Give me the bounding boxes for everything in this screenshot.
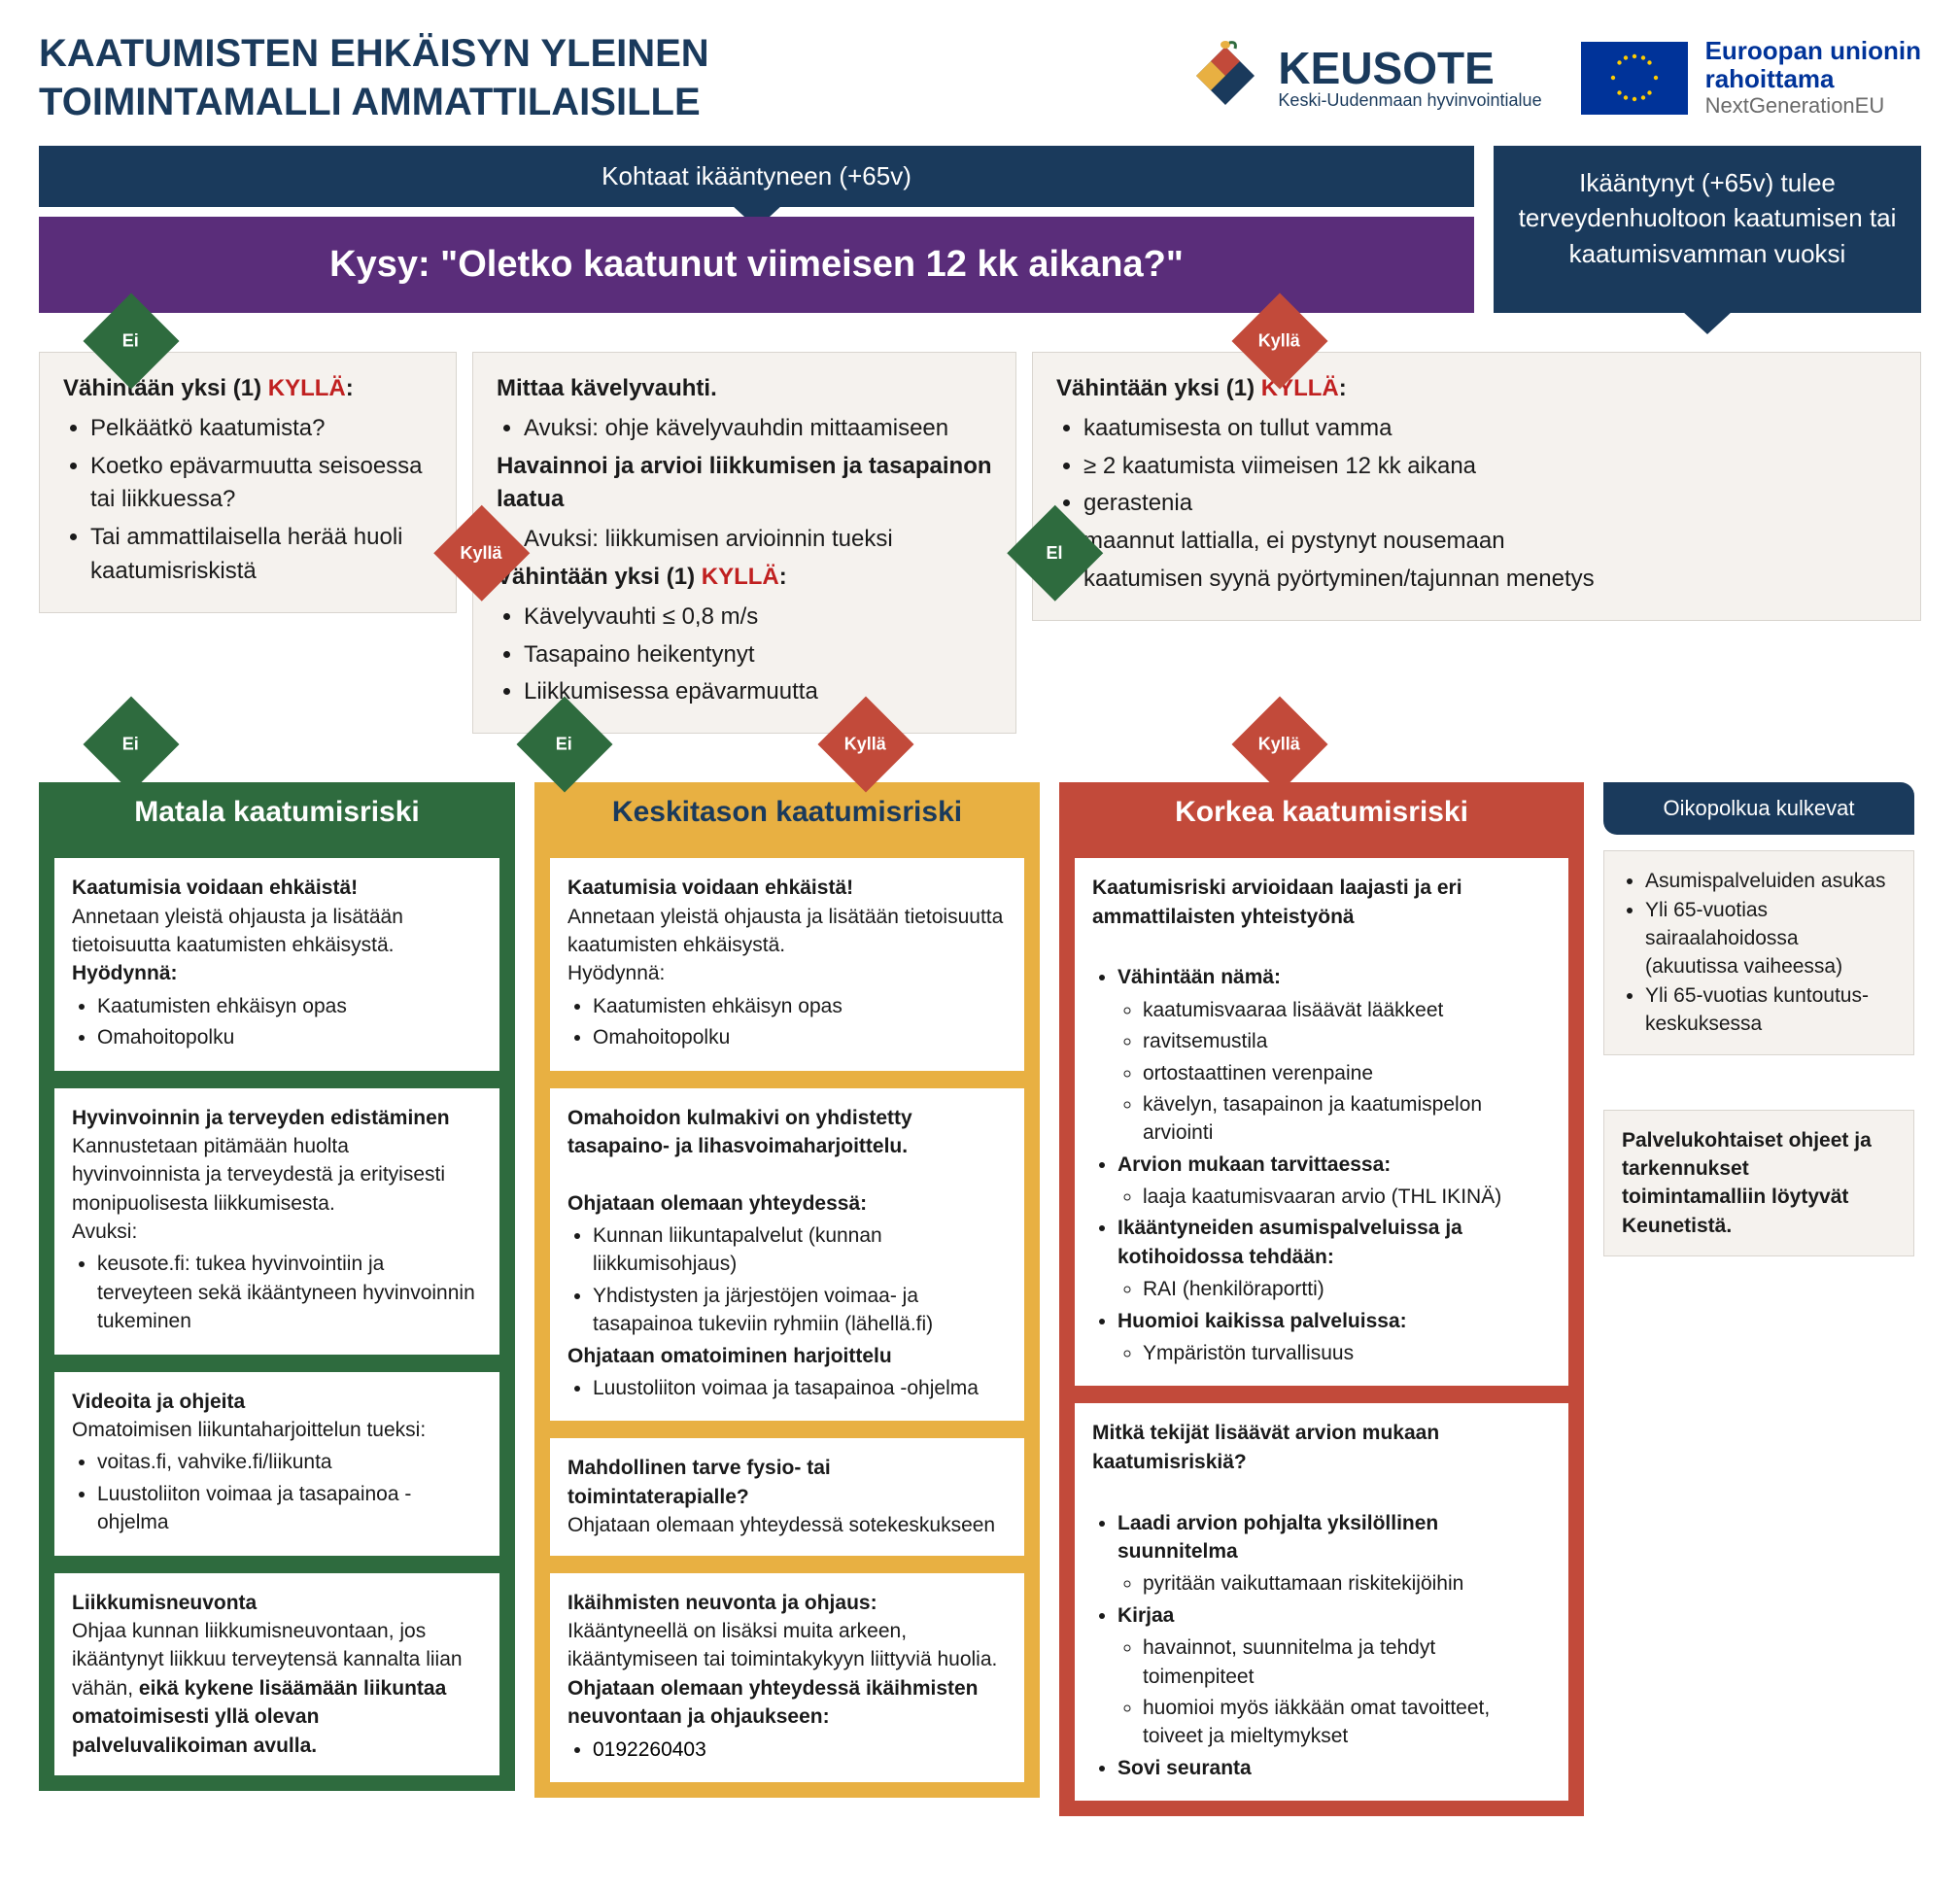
list-item: Luustoliiton voimaa ja tasapainoa -ohjel… [97, 1480, 482, 1537]
gait-assessment-box: Mittaa kävelyvauhti. Avuksi: ohje kävely… [472, 352, 1016, 734]
list-item: Yhdistysten ja järjestöjen voimaa- ja ta… [593, 1282, 1007, 1339]
list-item: ravitsemustila [1143, 1027, 1551, 1055]
list-item: Liikkumisessa epävarmuutta [524, 675, 992, 709]
low-risk-header: Matala kaatumisriski [39, 782, 515, 842]
healthcare-entry-box: Ikääntynyt (+65v) tulee terveydenhuoltoo… [1494, 146, 1921, 313]
list-item: Tasapaino heikentynyt [524, 638, 992, 672]
mid-risk-header: Keskitason kaatumisriski [534, 782, 1040, 842]
list-item: kävelyn, tasapainon ja kaatumispelon arv… [1143, 1090, 1551, 1148]
list-item: Tai ammattilaisella herää huoli kaatumis… [90, 521, 432, 589]
shortcut-list: Asumispalveluiden asukas Yli 65-vuotias … [1603, 850, 1914, 1054]
list-item: Yli 65-vuotias sairaalahoidossa (akuutis… [1645, 896, 1896, 981]
list-item: keusote.fi: tukea hyvinvointiin ja terve… [97, 1250, 482, 1335]
arrow-down-icon [1682, 311, 1733, 334]
eu-funded-line1b: rahoittama [1705, 65, 1921, 93]
keusote-logo: KEUSOTE Keski-Uudenmaan hyvinvointialue [1186, 39, 1541, 117]
eu-funded-line2: NextGenerationEU [1705, 93, 1921, 119]
low-card-2: Hyvinvoinnin ja terveyden edistäminen Ka… [52, 1086, 501, 1357]
keunet-note: Palvelukohtaiset ohjeet ja tarkennukset … [1603, 1110, 1914, 1257]
list-item: Omahoitopolku [97, 1023, 482, 1051]
gait-line3: Vähintään yksi (1) [497, 564, 702, 590]
list-item: Koetko epävarmuutta seisoessa tai liikku… [90, 450, 432, 518]
risk-row: Matala kaatumisriski Kaatumisia voidaan … [39, 782, 1921, 1816]
list-item: Kaatumisten ehkäisyn opas [593, 992, 1007, 1020]
list-item: RAI (henkilöraportti) [1143, 1275, 1551, 1303]
list-item: Yli 65-vuotias kuntoutus-keskuksessa [1645, 981, 1896, 1039]
list-item: havainnot, suunnitelma ja tehdyt toimenp… [1143, 1633, 1551, 1691]
screening-left-box: Vähintään yksi (1) KYLLÄ: Pelkäätkö kaat… [39, 352, 457, 613]
mid-card-3: Mahdollinen tarve fysio- tai toimintater… [548, 1436, 1026, 1557]
list-item: kaatumisen syynä pyörtyminen/tajunnan me… [1083, 563, 1897, 597]
low-risk-column: Matala kaatumisriski Kaatumisia voidaan … [39, 782, 515, 1791]
screening-left-title: Vähintään yksi (1) [63, 375, 268, 401]
encounter-box: Kohtaat ikääntyneen (+65v) [39, 146, 1474, 207]
mid-card-1: Kaatumisia voidaan ehkäistä! Annetaan yl… [548, 856, 1026, 1072]
question-box: Kysy: "Oletko kaatunut viimeisen 12 kk a… [39, 217, 1474, 313]
list-item: maannut lattialla, ei pystynyt nousemaan [1083, 525, 1897, 559]
high-risk-header: Korkea kaatumisriski [1059, 782, 1584, 842]
list-item: huomioi myös iäkkään omat tavoitteet, to… [1143, 1694, 1551, 1751]
mid-card-2: Omahoidon kulmakivi on yhdistetty tasapa… [548, 1086, 1026, 1424]
list-item: Avuksi: ohje kävelyvauhdin mittaamiseen [524, 412, 992, 446]
list-item: Kunnan liikuntapalvelut (kunnan liikkumi… [593, 1221, 1007, 1279]
logo-group: KEUSOTE Keski-Uudenmaan hyvinvointialue [1186, 37, 1921, 118]
list-item: gerastenia [1083, 487, 1897, 521]
list-item: Avuksi: liikkumisen arvioinnin tueksi [524, 523, 992, 557]
page-header: KAATUMISTEN EHKÄISYN YLEINEN TOIMINTAMAL… [39, 29, 1921, 126]
injury-title: Vähintään yksi (1) [1056, 375, 1261, 401]
high-card-1: Kaatumisriski arvioidaan laajasti ja eri… [1073, 856, 1570, 1388]
diamond-kylla: Kyllä [1232, 697, 1328, 793]
question-text: Kysy: "Oletko kaatunut viimeisen 12 kk a… [329, 244, 1184, 285]
diamond-ei: Ei [84, 697, 180, 793]
eu-funded-line1: Euroopan unionin [1705, 37, 1921, 65]
keusote-name: KEUSOTE [1278, 46, 1541, 90]
list-item: voitas.fi, vahvike.fi/liikunta [97, 1448, 482, 1476]
list-item: kaatumisesta on tullut vamma [1083, 412, 1897, 446]
list-item: Ympäristön turvallisuus [1143, 1339, 1551, 1367]
low-card-3: Videoita ja ohjeita Omatoimisen liikunta… [52, 1370, 501, 1558]
healthcare-entry-text: Ikääntynyt (+65v) tulee terveydenhuoltoo… [1519, 168, 1897, 268]
side-column: Oikopolkua kulkevat Asumispalveluiden as… [1603, 782, 1914, 1256]
encounter-text: Kohtaat ikääntyneen (+65v) [602, 161, 911, 190]
phone-link[interactable]: 0192260403 [593, 1738, 706, 1761]
list-item: Kävelyvauhti ≤ 0,8 m/s [524, 601, 992, 635]
list-item: Luustoliiton voimaa ja tasapainoa -ohjel… [593, 1374, 1007, 1402]
shortcut-header: Oikopolkua kulkevat [1603, 782, 1914, 835]
eu-flag-icon [1581, 42, 1688, 115]
low-card-4-text: Ohjaa kunnan liikkumisneuvontaan, jos ik… [72, 1617, 482, 1760]
low-card-1: Kaatumisia voidaan ehkäistä! Annetaan yl… [52, 856, 501, 1072]
decision-row: Ei Vähintään yksi (1) KYLLÄ: Pelkäätkö k… [39, 352, 1921, 734]
list-item: Kaatumisten ehkäisyn opas [97, 992, 482, 1020]
mid-card-4: Ikäihmisten neuvonta ja ohjaus: Ikääntyn… [548, 1571, 1026, 1784]
injury-screening-box: Vähintään yksi (1) KYLLÄ: kaatumisesta o… [1032, 352, 1921, 621]
list-item: ortostaattinen verenpaine [1143, 1059, 1551, 1087]
list-item: laaja kaatumisvaaran arvio (THL IKINÄ) [1143, 1183, 1551, 1211]
entry-row: Kohtaat ikääntyneen (+65v) Kysy: "Oletko… [39, 146, 1921, 313]
keusote-icon [1186, 39, 1264, 117]
list-item: Asumispalveluiden asukas [1645, 867, 1896, 895]
list-item: Pelkäätkö kaatumista? [90, 412, 432, 446]
high-risk-column: Korkea kaatumisriski Kaatumisriski arvio… [1059, 782, 1584, 1816]
gait-line2: Havainnoi ja arvioi liikkumisen ja tasap… [497, 450, 992, 518]
gait-line1: Mittaa kävelyvauhti. [497, 372, 992, 406]
page-title: KAATUMISTEN EHKÄISYN YLEINEN TOIMINTAMAL… [39, 29, 777, 126]
list-item: pyritään vaikuttamaan riskitekijöihin [1143, 1569, 1551, 1598]
eu-logo: Euroopan unionin rahoittama NextGenerati… [1581, 37, 1921, 118]
low-card-4: Liikkumisneuvonta Ohjaa kunnan liikkumis… [52, 1571, 501, 1777]
list-item: kaatumisvaaraa lisäävät lääkkeet [1143, 996, 1551, 1024]
mid-risk-column: Keskitason kaatumisriski Kaatumisia void… [534, 782, 1040, 1798]
list-item: ≥ 2 kaatumista viimeisen 12 kk aikana [1083, 450, 1897, 484]
high-card-2: Mitkä tekijät lisäävät arvion mukaan kaa… [1073, 1401, 1570, 1803]
list-item: Omahoitopolku [593, 1023, 1007, 1051]
keusote-sub: Keski-Uudenmaan hyvinvointialue [1278, 90, 1541, 111]
list-item: Sovi seuranta [1118, 1754, 1551, 1782]
